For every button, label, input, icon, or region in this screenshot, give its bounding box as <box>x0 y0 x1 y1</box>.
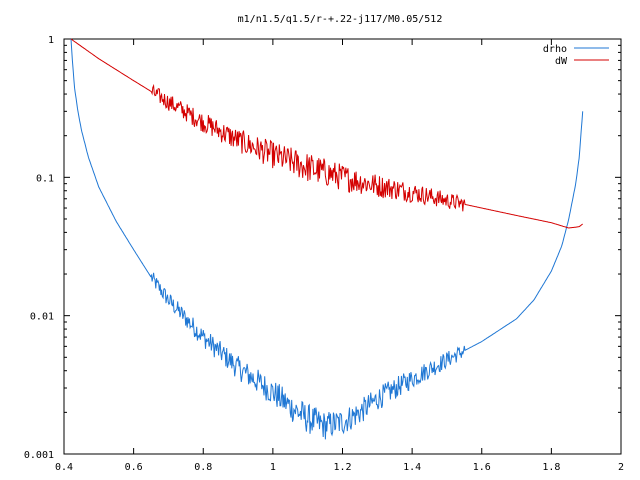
series-line-drho <box>70 38 584 440</box>
y-tick-label: 0.1 <box>36 173 54 184</box>
x-tick-label: 0.8 <box>194 462 212 473</box>
x-tick-label: 0.4 <box>55 462 73 473</box>
y-tick-label: 1 <box>48 35 54 46</box>
y-axis: 1 0.1 0.01 0.001 <box>24 35 621 461</box>
y-tick-label: 0.001 <box>24 450 54 461</box>
x-tick-label: 1.6 <box>473 462 491 473</box>
legend-label: dW <box>555 56 568 67</box>
chart-title: m1/n1.5/q1.5/r-+.22-j117/M0.05/512 <box>238 14 443 25</box>
legend-label: drho <box>543 44 567 55</box>
series-line-dW <box>70 38 583 229</box>
plot-area-border <box>63 38 622 455</box>
x-tick-label: 1.8 <box>542 462 560 473</box>
x-tick-label: 1.2 <box>333 462 351 473</box>
series-layer <box>70 38 584 440</box>
x-tick-label: 2 <box>618 462 624 473</box>
x-axis: 0.4 0.6 0.8 1 1.2 1.4 1.6 1.8 2 <box>55 39 624 473</box>
y-tick-label: 0.01 <box>30 312 54 323</box>
x-tick-label: 0.6 <box>125 462 143 473</box>
x-tick-label: 1.4 <box>403 462 421 473</box>
x-tick-label: 1 <box>270 462 276 473</box>
